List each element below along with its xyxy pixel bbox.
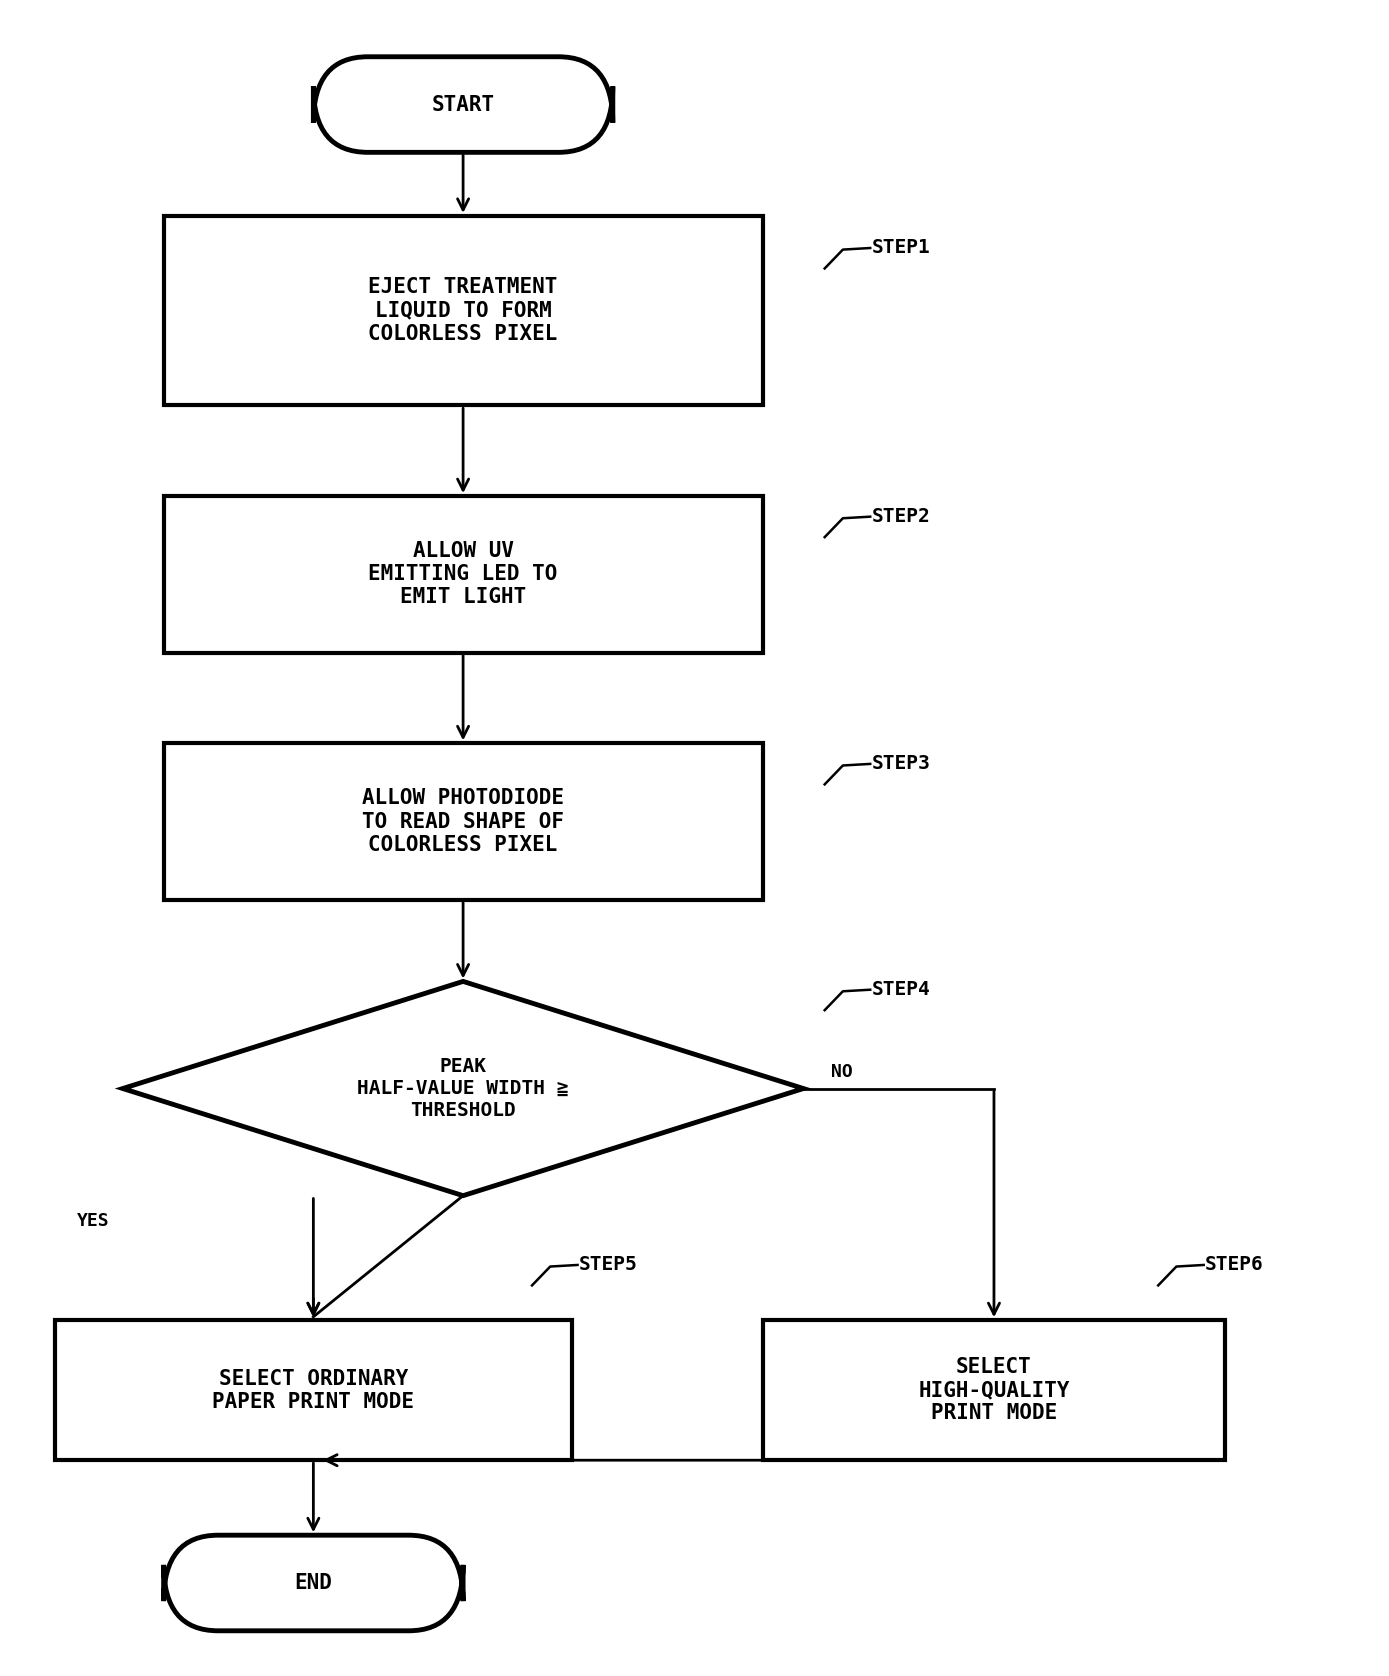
Text: SELECT
HIGH-QUALITY
PRINT MODE: SELECT HIGH-QUALITY PRINT MODE	[918, 1358, 1070, 1423]
FancyBboxPatch shape	[164, 742, 763, 900]
Text: START: START	[432, 94, 494, 114]
FancyBboxPatch shape	[164, 1535, 463, 1631]
Text: NO: NO	[831, 1063, 853, 1081]
Text: ALLOW UV
EMITTING LED TO
EMIT LIGHT: ALLOW UV EMITTING LED TO EMIT LIGHT	[368, 541, 558, 607]
Text: STEP6: STEP6	[1206, 1255, 1264, 1274]
Text: YES: YES	[76, 1212, 110, 1230]
Text: EJECT TREATMENT
LIQUID TO FORM
COLORLESS PIXEL: EJECT TREATMENT LIQUID TO FORM COLORLESS…	[368, 277, 558, 344]
Text: STEP2: STEP2	[871, 508, 931, 526]
Text: STEP4: STEP4	[871, 980, 931, 999]
Text: PEAK
HALF-VALUE WIDTH ≧
THRESHOLD: PEAK HALF-VALUE WIDTH ≧ THRESHOLD	[357, 1058, 569, 1120]
FancyBboxPatch shape	[314, 57, 613, 153]
Text: STEP1: STEP1	[871, 238, 931, 258]
Polygon shape	[122, 982, 803, 1195]
FancyBboxPatch shape	[54, 1321, 572, 1460]
Text: STEP3: STEP3	[871, 754, 931, 773]
Text: ALLOW PHOTODIODE
TO READ SHAPE OF
COLORLESS PIXEL: ALLOW PHOTODIODE TO READ SHAPE OF COLORL…	[363, 788, 564, 855]
Text: END: END	[294, 1574, 332, 1592]
FancyBboxPatch shape	[763, 1321, 1225, 1460]
FancyBboxPatch shape	[164, 496, 763, 652]
FancyBboxPatch shape	[164, 216, 763, 406]
Text: SELECT ORDINARY
PAPER PRINT MODE: SELECT ORDINARY PAPER PRINT MODE	[213, 1369, 414, 1411]
Text: STEP5: STEP5	[579, 1255, 638, 1274]
